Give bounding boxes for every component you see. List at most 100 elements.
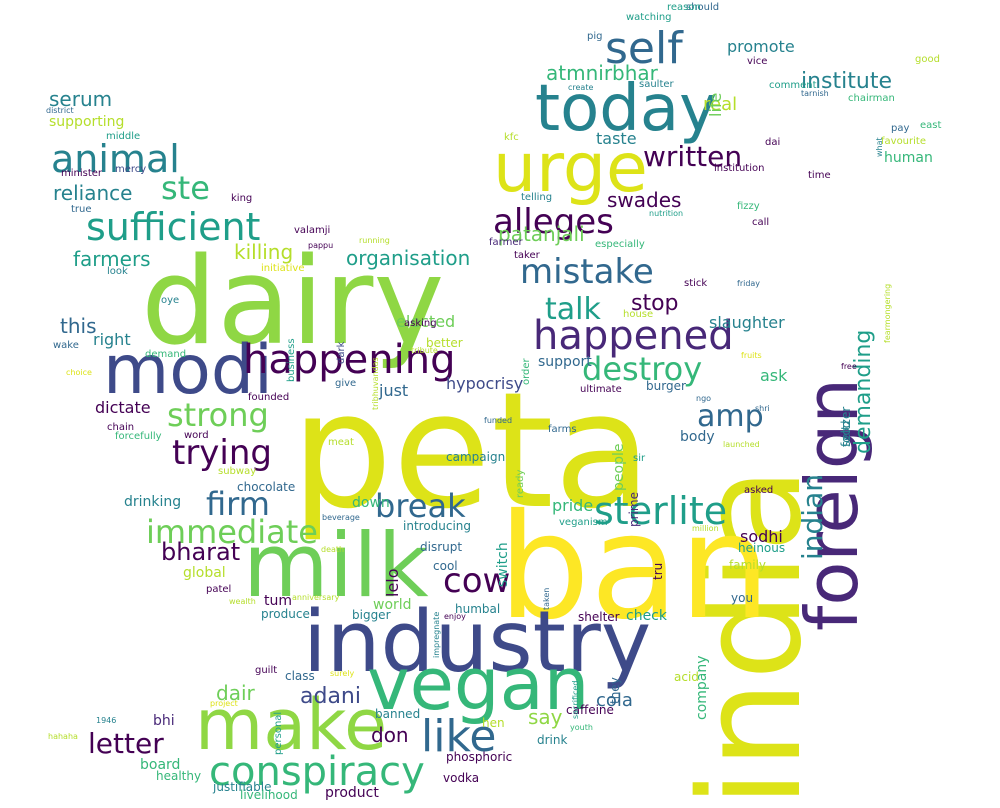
word-pride: pride xyxy=(552,496,594,515)
word-tribute: tribute xyxy=(411,346,438,355)
word-enjoy: enjoy xyxy=(444,612,466,621)
word-burger: burger xyxy=(646,379,686,393)
word-human: human xyxy=(884,150,933,166)
word-business: business xyxy=(286,338,297,382)
word-friday: friday xyxy=(737,279,761,288)
word-shelter: shelter xyxy=(578,610,620,624)
word-trying: trying xyxy=(172,433,273,473)
word-valamji: valamji xyxy=(294,225,331,236)
word-sir: sir xyxy=(633,453,646,464)
word-nutrition: nutrition xyxy=(649,209,684,218)
word-dair: dair xyxy=(216,681,255,705)
word-mercy: mercy xyxy=(115,164,147,175)
word-hahaha: hahaha xyxy=(48,732,78,741)
word-indian: indian xyxy=(796,474,829,560)
word-asked: asked xyxy=(744,485,774,496)
word-cow: cow xyxy=(443,561,511,601)
word-milk: milk xyxy=(243,514,429,617)
word-order: order xyxy=(521,358,532,385)
word-talk: talk xyxy=(545,292,601,327)
word-swades: swades xyxy=(607,188,682,212)
word-bharat: bharat xyxy=(161,538,241,566)
word-ask: ask xyxy=(760,366,788,385)
word-sterlite: sterlite xyxy=(594,489,728,533)
word-should: should xyxy=(686,2,720,13)
word-drinking: drinking xyxy=(124,494,182,510)
word-beverage: beverage xyxy=(322,513,360,522)
word-peta: peta xyxy=(291,357,652,544)
word-organisation: organisation xyxy=(346,246,471,270)
word-impregnate: impregnate xyxy=(432,611,441,658)
word-disrupt: disrupt xyxy=(420,540,463,554)
word-modi: modi xyxy=(103,331,273,410)
word-happened: happened xyxy=(533,313,734,359)
word-personal: personal xyxy=(273,711,284,755)
word-like: like xyxy=(421,711,497,762)
word-produce: produce xyxy=(261,607,310,621)
word-dai: dai xyxy=(765,137,781,148)
word-today: today xyxy=(535,72,717,146)
word-middle: middle xyxy=(106,131,141,142)
word-farmer: farmer xyxy=(489,237,523,248)
word-sacrificed: sacrificed xyxy=(571,680,580,719)
word-they: they xyxy=(608,677,622,704)
word-real: real xyxy=(703,94,738,115)
word-house: house xyxy=(623,309,654,320)
word-caffeine: caffeine xyxy=(566,703,614,717)
word-founded: founded xyxy=(248,392,290,403)
word-urge: urge xyxy=(493,129,648,208)
word-class: class xyxy=(285,669,315,683)
word-east: east xyxy=(920,120,942,131)
word-you: you xyxy=(731,591,754,605)
word-lelo: lelo xyxy=(383,568,402,597)
word-life: life xyxy=(706,92,725,117)
word-subway: subway xyxy=(218,466,257,477)
word-give: give xyxy=(335,378,357,389)
word-introducing: introducing xyxy=(403,519,472,533)
word-forcefully: forcefully xyxy=(115,431,162,442)
word-time: time xyxy=(808,170,831,181)
word-meat: meat xyxy=(328,437,354,448)
word-bhi: bhi xyxy=(153,713,175,729)
word-wake: wake xyxy=(53,340,79,351)
word-don: don xyxy=(371,723,409,747)
word-call: call xyxy=(752,217,770,228)
word-pay: pay xyxy=(891,123,910,134)
word-humbal: humbal xyxy=(455,602,501,616)
word-acid: acid xyxy=(674,670,699,684)
word-surely: surely xyxy=(330,669,355,678)
word-project: project xyxy=(210,699,238,708)
word-free: free xyxy=(841,362,857,371)
word-taste: taste xyxy=(596,129,637,148)
word-global: global xyxy=(183,565,226,581)
word-district: district xyxy=(46,106,74,115)
word-demanding: demanding xyxy=(851,329,876,454)
word-promote: promote xyxy=(727,37,795,56)
word-taker: taker xyxy=(514,250,540,261)
word-seltzer: seltzer xyxy=(839,406,853,447)
word-world: world xyxy=(373,597,412,613)
word-amp: amp xyxy=(697,399,764,434)
word-drink: drink xyxy=(537,733,568,747)
word-farms: farms xyxy=(548,424,577,435)
word-supporting: supporting xyxy=(49,114,125,130)
word-demand: demand xyxy=(145,349,187,360)
word-alleges: alleges xyxy=(493,202,614,242)
word-ready: ready xyxy=(515,469,526,498)
word-choice: choice xyxy=(66,368,92,377)
word-guilt: guilt xyxy=(255,665,278,676)
word-industry: industry xyxy=(303,593,652,692)
word-sufficient: sufficient xyxy=(86,205,261,249)
word-1946: 1946 xyxy=(96,716,117,725)
word-especially: especially xyxy=(595,239,645,250)
word-funded: funded xyxy=(484,416,513,425)
word-tribhuvandas: tribhuvandas xyxy=(371,357,380,410)
word-atmnirbhar: atmnirbhar xyxy=(546,61,658,85)
word-product: product xyxy=(325,785,379,801)
word-say: say xyxy=(528,705,563,729)
word-telling: telling xyxy=(521,192,553,203)
word-killing: killing xyxy=(234,240,294,264)
word-million: million xyxy=(692,524,719,533)
word-written: written xyxy=(643,140,743,173)
word-word: word xyxy=(184,430,209,441)
